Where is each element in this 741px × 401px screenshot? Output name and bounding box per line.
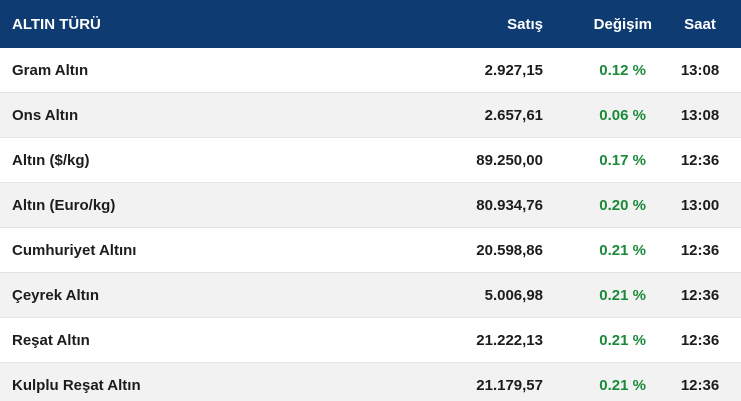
row-time: 12:36 (680, 151, 720, 169)
row-gold-type[interactable]: Kulplu Reşat Altın (12, 376, 141, 394)
row-gold-type[interactable]: Reşat Altın (12, 331, 90, 349)
table-row[interactable]: Gram Altın 2.927,15 0.12 % 13:08 (0, 48, 741, 93)
row-time: 13:00 (680, 196, 720, 214)
row-sell-price: 80.934,76 (476, 196, 543, 214)
row-change: 0.20 % (599, 196, 646, 214)
row-change: 0.21 % (599, 241, 646, 259)
row-gold-type[interactable]: Altın (Euro/kg) (12, 196, 116, 214)
table-row[interactable]: Reşat Altın 21.222,13 0.21 % 12:36 (0, 318, 741, 363)
row-time: 13:08 (680, 61, 720, 79)
row-change: 0.06 % (599, 106, 646, 124)
row-sell-price: 21.222,13 (476, 331, 543, 349)
row-gold-type[interactable]: Ons Altın (12, 106, 79, 124)
row-change: 0.21 % (599, 286, 646, 304)
table-row[interactable]: Kulplu Reşat Altın 21.179,57 0.21 % 12:3… (0, 363, 741, 401)
header-gold-type[interactable]: ALTIN TÜRÜ (12, 15, 101, 33)
row-sell-price: 2.927,15 (484, 61, 543, 79)
row-sell-price: 5.006,98 (484, 286, 543, 304)
row-time: 13:08 (680, 106, 720, 124)
row-change: 0.21 % (599, 376, 646, 394)
row-change: 0.12 % (599, 61, 646, 79)
row-time: 12:36 (680, 331, 720, 349)
row-gold-type[interactable]: Altın ($/kg) (12, 151, 90, 169)
table-row[interactable]: Altın ($/kg) 89.250,00 0.17 % 12:36 (0, 138, 741, 183)
header-sell-price[interactable]: Satış (507, 15, 543, 33)
table-row[interactable]: Altın (Euro/kg) 80.934,76 0.20 % 13:00 (0, 183, 741, 228)
row-sell-price: 89.250,00 (476, 151, 543, 169)
header-change[interactable]: Değişim (593, 15, 652, 33)
header-time[interactable]: Saat (684, 15, 716, 33)
row-gold-type[interactable]: Gram Altın (12, 61, 89, 79)
row-time: 12:36 (680, 376, 720, 394)
row-sell-price: 21.179,57 (476, 376, 543, 394)
row-change: 0.21 % (599, 331, 646, 349)
row-time: 12:36 (680, 241, 720, 259)
table-header: ALTIN TÜRÜ Satış Değişim Saat (0, 0, 741, 48)
row-change: 0.17 % (599, 151, 646, 169)
row-time: 12:36 (680, 286, 720, 304)
row-gold-type[interactable]: Çeyrek Altın (12, 286, 99, 304)
table-row[interactable]: Cumhuriyet Altını 20.598,86 0.21 % 12:36 (0, 228, 741, 273)
row-sell-price: 20.598,86 (476, 241, 543, 259)
table-row[interactable]: Ons Altın 2.657,61 0.06 % 13:08 (0, 93, 741, 138)
row-sell-price: 2.657,61 (484, 106, 543, 124)
row-gold-type[interactable]: Cumhuriyet Altını (12, 241, 137, 259)
table-row[interactable]: Çeyrek Altın 5.006,98 0.21 % 12:36 (0, 273, 741, 318)
